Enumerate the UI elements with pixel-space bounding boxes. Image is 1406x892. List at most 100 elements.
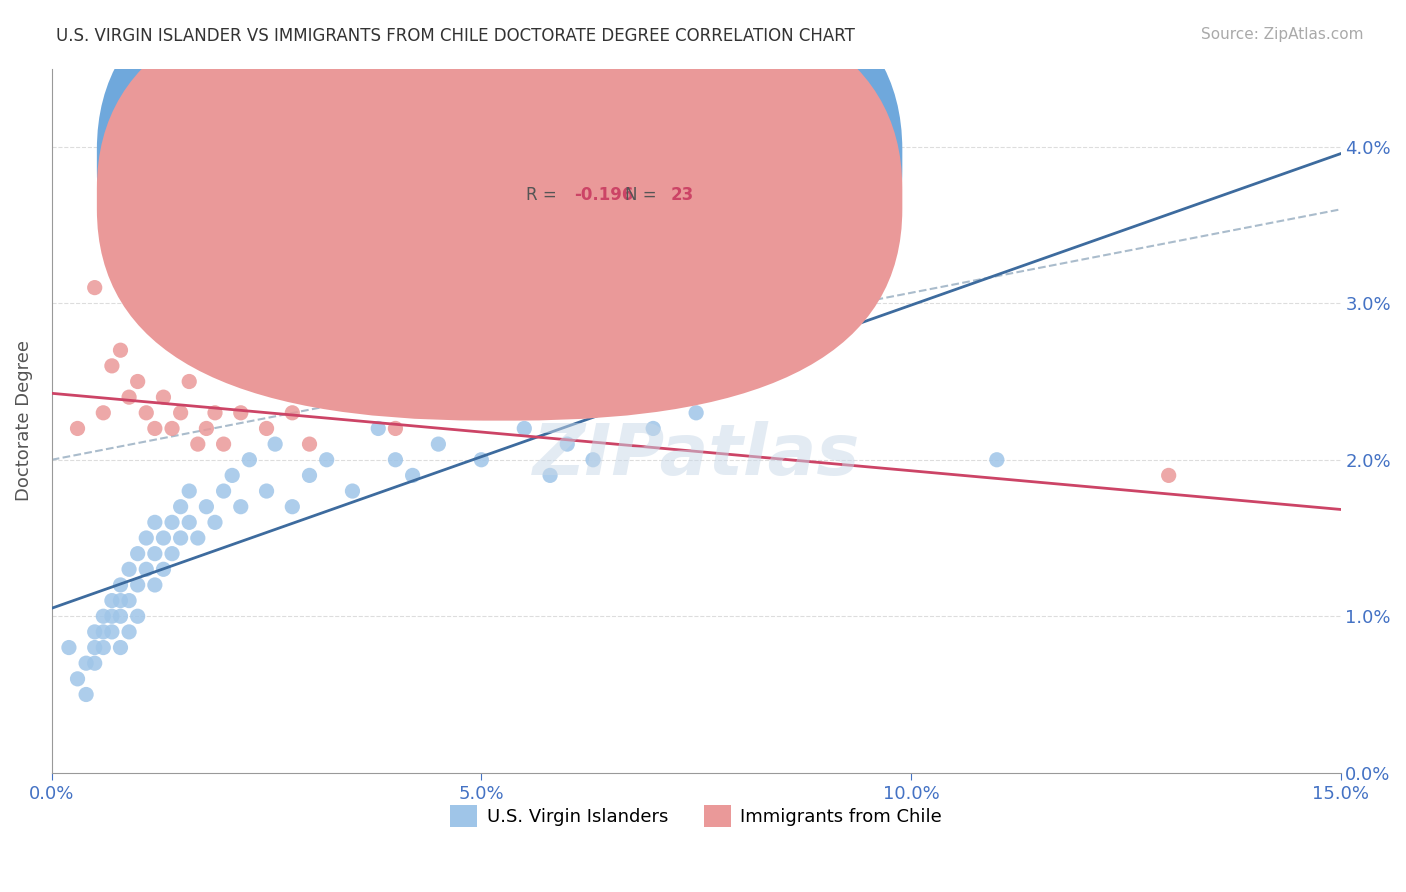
Point [91,624,114,639]
Point [555,437,578,451]
Point [101,593,124,607]
Point [110,640,132,655]
Point [118,624,141,639]
Point [152,531,174,545]
Point [110,578,132,592]
Point [367,421,389,435]
Point [127,375,149,389]
Point [538,468,561,483]
Point [256,484,278,499]
Point [118,562,141,576]
Point [179,484,201,499]
Point [281,500,304,514]
Point [179,516,201,530]
Point [118,593,141,607]
Point [315,452,337,467]
Point [643,421,665,435]
Point [101,624,124,639]
Text: U.S. VIRGIN ISLANDER VS IMMIGRANTS FROM CHILE DOCTORATE DEGREE CORRELATION CHART: U.S. VIRGIN ISLANDER VS IMMIGRANTS FROM … [56,27,855,45]
Text: R =: R = [526,186,562,204]
Point [75,688,97,702]
Point [187,437,209,451]
FancyBboxPatch shape [451,125,863,230]
Point [135,531,157,545]
Text: 23: 23 [671,186,693,204]
Point [152,562,174,576]
Point [187,531,209,545]
Point [58,640,80,655]
Point [143,578,166,592]
Point [169,406,191,420]
Point [169,531,191,545]
Text: ZIPatlas: ZIPatlas [533,421,860,491]
Point [281,406,304,420]
Point [91,640,114,655]
Point [513,421,536,435]
Point [118,390,141,404]
Point [384,421,406,435]
Point [110,593,132,607]
FancyBboxPatch shape [97,0,903,421]
Point [814,202,837,217]
Point [195,421,218,435]
Point [1157,468,1180,483]
Point [83,656,105,670]
Point [685,406,707,420]
Point [75,656,97,670]
FancyBboxPatch shape [97,0,903,382]
Point [401,468,423,483]
Point [66,421,89,435]
Point [229,500,252,514]
Point [101,359,124,373]
Text: R =: R = [526,147,562,166]
Point [384,452,406,467]
Legend: U.S. Virgin Islanders, Immigrants from Chile: U.S. Virgin Islanders, Immigrants from C… [443,797,949,834]
Point [238,452,260,467]
Text: N =: N = [626,147,662,166]
Point [264,437,287,451]
Point [160,421,183,435]
Point [127,609,149,624]
Text: 0.174: 0.174 [574,147,626,166]
Point [101,609,124,624]
Point [169,500,191,514]
Text: N =: N = [626,186,662,204]
Point [256,421,278,435]
Point [110,343,132,358]
Point [160,547,183,561]
Point [179,375,201,389]
Point [66,672,89,686]
Point [143,547,166,561]
Point [229,406,252,420]
Text: Source: ZipAtlas.com: Source: ZipAtlas.com [1201,27,1364,42]
Point [298,468,321,483]
Point [91,609,114,624]
Point [204,516,226,530]
Point [143,516,166,530]
Point [91,406,114,420]
Point [135,562,157,576]
Point [582,452,605,467]
Point [127,578,149,592]
Point [127,547,149,561]
Text: -0.196: -0.196 [574,186,633,204]
Point [152,390,174,404]
Point [212,437,235,451]
Point [212,484,235,499]
Text: 62: 62 [671,147,693,166]
Point [83,280,105,294]
Point [110,609,132,624]
Point [83,640,105,655]
Point [195,500,218,514]
Y-axis label: Doctorate Degree: Doctorate Degree [15,340,32,501]
Point [986,452,1008,467]
Point [298,437,321,451]
Point [427,437,450,451]
Point [342,484,364,499]
Point [160,516,183,530]
Point [135,406,157,420]
Point [470,452,492,467]
Point [143,421,166,435]
Point [221,468,243,483]
Point [204,406,226,420]
